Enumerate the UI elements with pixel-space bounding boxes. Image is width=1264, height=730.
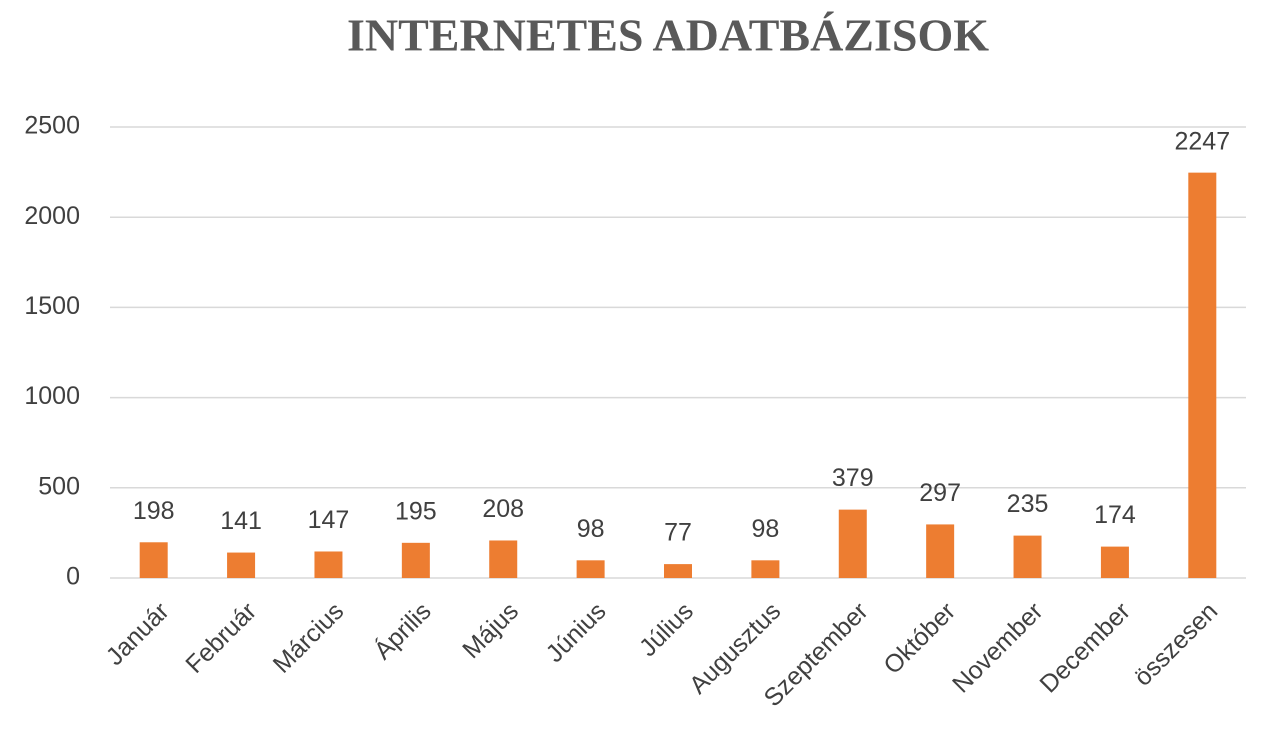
data-label: 98 (577, 515, 605, 543)
x-tick-label: December (1034, 597, 1135, 698)
data-label: 297 (919, 479, 961, 507)
bar (751, 560, 780, 578)
y-tick-label: 2000 (24, 202, 80, 230)
x-tick-label: November (947, 597, 1048, 698)
x-tick-label: Május (457, 597, 524, 664)
y-tick-label: 1500 (24, 292, 80, 320)
data-label: 379 (832, 464, 874, 492)
x-tick-label: Február (180, 597, 262, 679)
bar (401, 542, 430, 578)
data-label: 208 (482, 495, 524, 523)
bar (139, 542, 168, 578)
y-tick-label: 0 (66, 563, 80, 591)
bar (489, 540, 518, 578)
y-tick-label: 500 (38, 472, 80, 500)
bar (838, 509, 867, 578)
bar (1188, 172, 1217, 578)
bar (664, 564, 692, 578)
y-tick-label: 2500 (24, 112, 80, 140)
data-label: 198 (133, 497, 175, 525)
bar (576, 560, 605, 578)
chart-title: INTERNETES ADATBÁZISOK (347, 10, 989, 61)
y-tick-label: 1000 (24, 382, 80, 410)
bar (1100, 546, 1129, 578)
bar (314, 551, 343, 578)
data-label: 77 (664, 519, 692, 547)
x-tick-label: Október (878, 597, 961, 680)
data-label: 235 (1007, 490, 1049, 518)
bar (926, 524, 955, 578)
x-tick-label: Március (268, 597, 350, 679)
x-tick-label: összesen (1129, 597, 1223, 691)
bar (227, 552, 256, 578)
x-tick-label: Június (541, 597, 612, 668)
data-label: 141 (220, 507, 262, 535)
data-label: 195 (395, 497, 437, 525)
data-label: 2247 (1174, 127, 1230, 155)
data-label: 98 (751, 515, 779, 543)
bar (1013, 535, 1042, 578)
x-tick-label: Július (634, 597, 699, 662)
x-tick-label: Január (101, 597, 175, 671)
data-label: 174 (1094, 501, 1136, 529)
x-tick-label: Április (368, 596, 437, 665)
data-label: 147 (308, 506, 350, 534)
